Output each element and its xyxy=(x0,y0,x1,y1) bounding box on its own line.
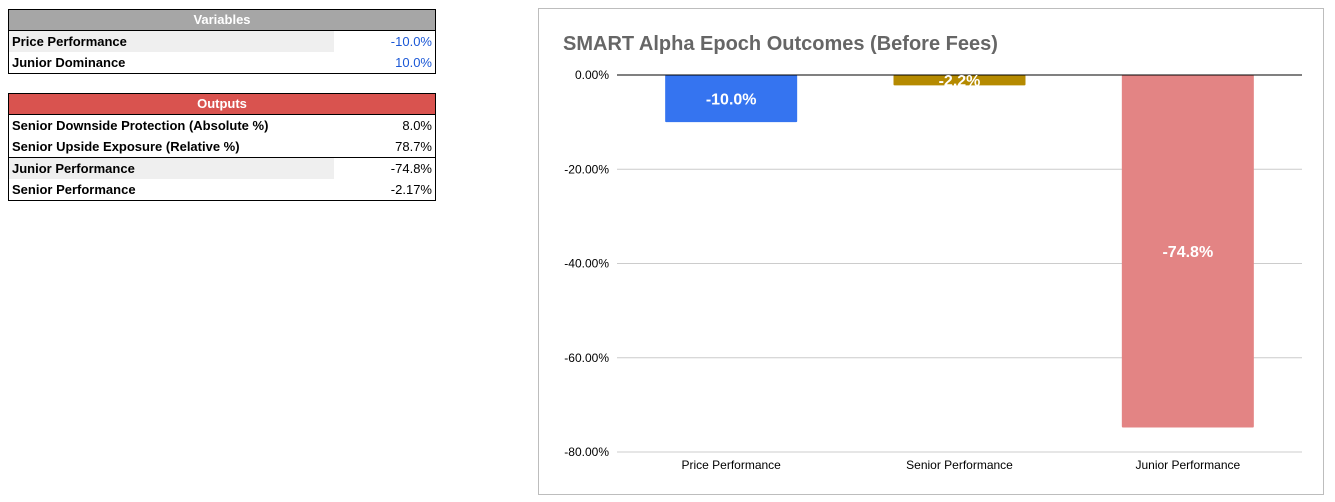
row-value[interactable]: -10.0% xyxy=(390,34,432,49)
table-row[interactable]: Senior Upside Exposure (Relative %) 78.7… xyxy=(9,136,435,157)
row-value: -74.8% xyxy=(390,161,432,176)
variables-table: Variables Price Performance -10.0% Junio… xyxy=(8,9,436,74)
variables-header: Variables xyxy=(9,10,435,31)
x-tick-label: Senior Performance xyxy=(906,458,1013,472)
y-tick-label: -80.00% xyxy=(564,445,609,459)
outputs-header: Outputs xyxy=(9,94,435,115)
row-label: Senior Performance xyxy=(12,182,136,197)
table-row[interactable]: Junior Performance -74.8% xyxy=(9,157,435,179)
bar[interactable] xyxy=(665,75,798,123)
x-axis-ticks: Price Performance Senior Performance Junio… xyxy=(681,458,1240,472)
table-row[interactable]: Senior Downside Protection (Absolute %) … xyxy=(9,115,435,136)
data-labels: -10.0% -2.2% -74.8% xyxy=(706,73,1213,261)
chart-title: SMART Alpha Epoch Outcomes (Before Fees) xyxy=(563,33,998,55)
row-value[interactable]: 10.0% xyxy=(395,55,432,70)
y-axis-ticks: 0.00% -20.00% -40.00% -60.00% -80.00% xyxy=(564,68,609,459)
row-label: Price Performance xyxy=(12,34,127,49)
row-label: Senior Upside Exposure (Relative %) xyxy=(12,139,240,154)
data-label: -74.8% xyxy=(1162,244,1213,261)
bar[interactable] xyxy=(893,75,1026,86)
table-row[interactable]: Junior Dominance 10.0% xyxy=(9,52,435,73)
table-row[interactable]: Senior Performance -2.17% xyxy=(9,179,435,200)
y-tick-label: 0.00% xyxy=(575,68,609,82)
bars xyxy=(665,75,1254,428)
y-tick-label: -20.00% xyxy=(564,162,609,176)
row-value: 78.7% xyxy=(395,139,432,154)
row-label: Junior Dominance xyxy=(12,55,126,70)
x-tick-label: Price Performance xyxy=(681,458,781,472)
table-row[interactable]: Price Performance -10.0% xyxy=(9,31,435,52)
x-tick-label: Junior Performance xyxy=(1135,458,1240,472)
row-value: -2.17% xyxy=(390,182,432,197)
row-label: Senior Downside Protection (Absolute %) xyxy=(12,118,269,133)
chart-container[interactable]: SMART Alpha Epoch Outcomes (Before Fees)… xyxy=(538,8,1324,495)
row-value: 8.0% xyxy=(402,118,432,133)
y-tick-label: -40.00% xyxy=(564,257,609,271)
row-label: Junior Performance xyxy=(12,161,135,176)
y-tick-label: -60.00% xyxy=(564,351,609,365)
bar-chart[interactable]: SMART Alpha Epoch Outcomes (Before Fees)… xyxy=(539,9,1325,496)
data-label: -2.2% xyxy=(939,73,981,90)
outputs-table: Outputs Senior Downside Protection (Abso… xyxy=(8,93,436,201)
data-label: -10.0% xyxy=(706,92,757,109)
bar[interactable] xyxy=(1121,75,1254,428)
